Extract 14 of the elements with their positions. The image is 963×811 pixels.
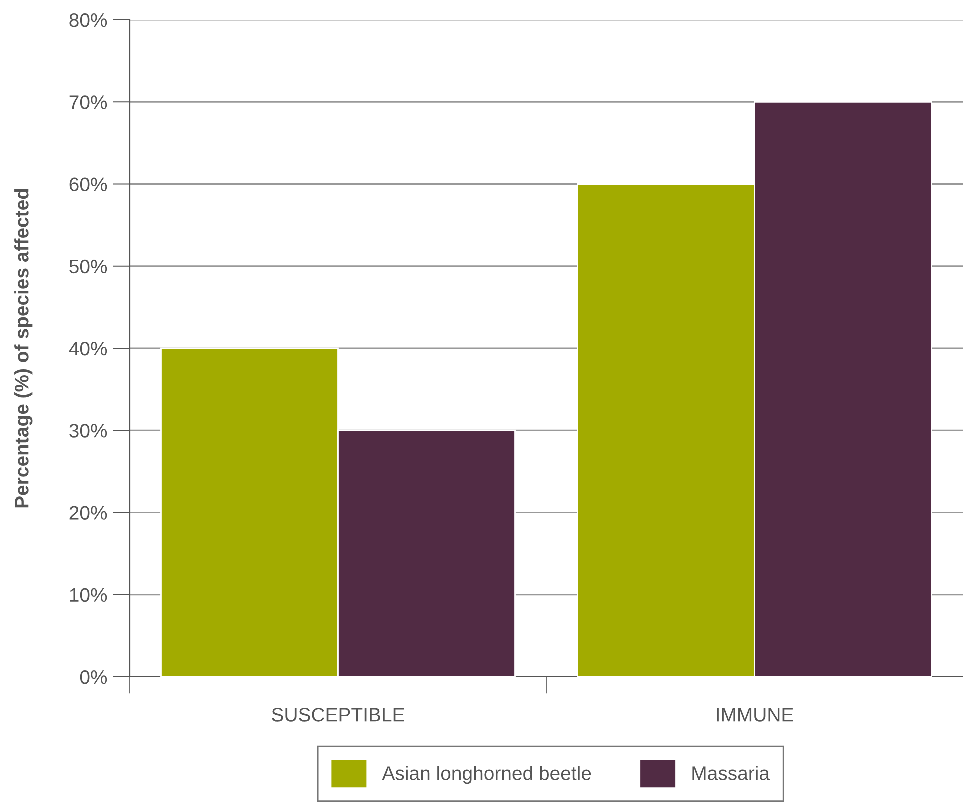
y-tick-label: 50%	[70, 260, 108, 274]
legend-label: Asian longhorned beetle	[382, 766, 592, 784]
y-tick-label: 30%	[70, 424, 108, 438]
legend-label: Massaria	[692, 766, 770, 780]
y-tick-label: 0%	[80, 670, 108, 684]
y-tick-label: 70%	[70, 96, 108, 110]
y-tick-label: 40%	[69, 342, 108, 356]
y-tick-label: 60%	[70, 178, 108, 192]
y-tick-label: 10%	[70, 588, 108, 602]
x-tick-label: IMMUNE	[717, 708, 794, 722]
y-tick-label: 80%	[70, 13, 108, 28]
y-tick-label: 20%	[70, 506, 108, 520]
x-tick-label: SUSCEPTIBLE	[272, 708, 404, 722]
y-axis-title: Percentage (%) of species affected	[14, 189, 33, 508]
